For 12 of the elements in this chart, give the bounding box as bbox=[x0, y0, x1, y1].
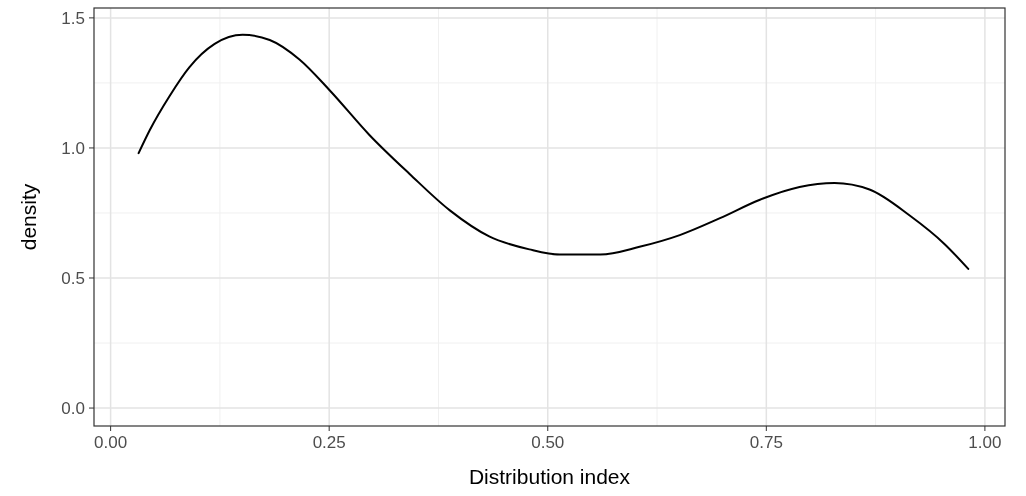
y-tick-label: 1.5 bbox=[61, 8, 85, 28]
x-tick-label: 1.00 bbox=[968, 433, 1002, 452]
y-tick-label: 0.5 bbox=[61, 268, 85, 288]
y-tick-label: 0.0 bbox=[61, 399, 85, 418]
x-tick-label: 0.00 bbox=[94, 433, 128, 452]
x-axis-title: Distribution index bbox=[468, 465, 631, 488]
x-tick-label: 0.50 bbox=[531, 433, 565, 452]
y-tick-label: 1.0 bbox=[61, 138, 85, 158]
y-axis-title: density bbox=[17, 183, 40, 251]
line-series bbox=[137, 33, 970, 270]
x-tick-label: 0.75 bbox=[749, 433, 783, 452]
x-tick-label: 0.25 bbox=[312, 433, 346, 452]
